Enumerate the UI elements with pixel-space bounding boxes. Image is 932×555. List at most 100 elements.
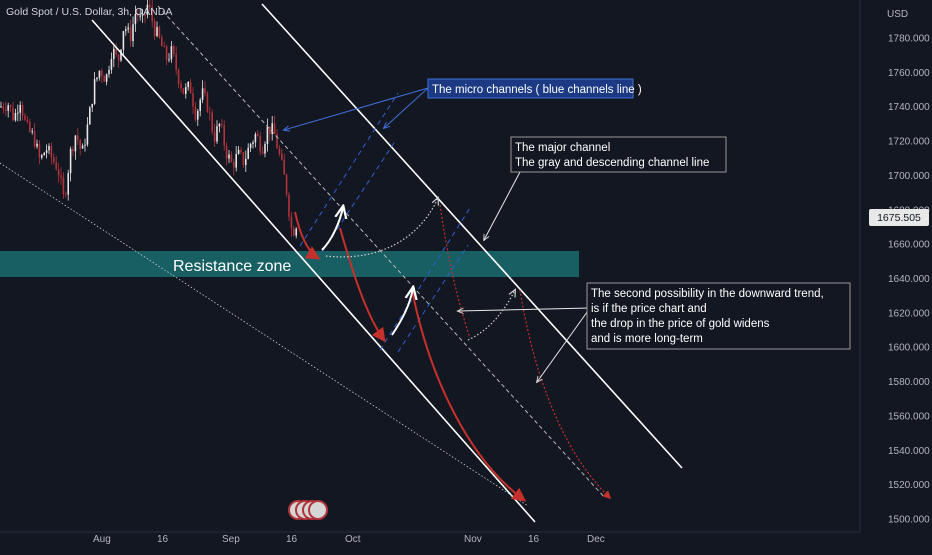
micro-channel-line-1 (299, 92, 399, 247)
major-channel-upper-line[interactable] (261, 3, 683, 469)
candle-body (38, 143, 41, 158)
candle-body (110, 58, 113, 70)
candle-body (132, 24, 134, 42)
last-price-badge (869, 209, 929, 226)
micro-channels-label[interactable]: The micro channels ( blue channels line … (427, 78, 642, 99)
candle-body (163, 46, 165, 48)
candle-body (161, 37, 163, 47)
candle-body (144, 14, 146, 16)
price-tick: 1720.000 (888, 137, 930, 148)
red-arrow-2 (339, 227, 386, 343)
candle-body (26, 119, 29, 122)
candle-body (165, 46, 168, 60)
white-up-arrow-1 (321, 207, 343, 251)
candle-body (271, 123, 273, 135)
micro-channel-line-3 (379, 207, 471, 351)
symbol-title: Gold Spot / U.S. Dollar, 3h, OANDA (6, 6, 172, 18)
major-channel-lower-line[interactable] (91, 19, 536, 523)
candle-body (84, 144, 86, 146)
candle-body (93, 79, 96, 104)
dotted-up-arrow-1 (325, 198, 438, 258)
candle-body (254, 134, 257, 143)
major-channel-label[interactable]: The major channel The gray and descendin… (510, 136, 727, 173)
candle-body (79, 139, 81, 149)
candle-body (201, 88, 204, 100)
candle-body (77, 135, 79, 140)
candle-body (55, 162, 57, 170)
candle-body (187, 81, 189, 88)
candle-body (127, 27, 129, 30)
candle-body (218, 123, 221, 127)
time-axis[interactable]: Aug 16 Sep 16 Oct Nov 16 Dec (0, 531, 860, 545)
time-tick: Dec (587, 534, 605, 545)
price-tick: 1540.000 (888, 446, 930, 457)
candle-body (89, 107, 91, 125)
candle-body (237, 149, 240, 154)
candle-body (146, 4, 149, 15)
price-axis[interactable]: USD 1780.000 1760.000 1740.000 1720.000 1700… (859, 0, 932, 532)
candle-body (168, 59, 170, 61)
candle-body (288, 194, 290, 217)
candle-body (137, 13, 139, 16)
candle-body (103, 76, 105, 82)
svg-text:The second possibility in the: The second possibility in the downward t… (591, 288, 824, 300)
candle-body (247, 147, 249, 159)
candle-body (141, 14, 144, 16)
candle-body (17, 112, 19, 114)
candle-body (293, 228, 295, 236)
svg-text:The major channel: The major channel (515, 142, 610, 154)
candle-body (57, 169, 60, 176)
candle-body (43, 152, 45, 156)
dotted-up-arrow-2 (467, 290, 515, 341)
candle-body (192, 93, 194, 107)
candle-body (249, 144, 252, 148)
micro-channel-line-4 (397, 244, 469, 353)
candle-body (31, 131, 33, 133)
candle-body (74, 135, 77, 152)
candle-body (41, 155, 43, 158)
candle-body (72, 148, 74, 152)
candle-body (98, 70, 101, 78)
candle-body (204, 88, 206, 93)
candle-body (33, 131, 36, 147)
candle-body (156, 26, 158, 36)
candle-body (276, 133, 278, 149)
price-tick: 1740.000 (888, 102, 930, 113)
candle-body (182, 88, 185, 94)
candle-body (245, 158, 247, 165)
candle-body (36, 143, 38, 147)
red-dotted-arrow-2 (519, 289, 612, 500)
candle-body (21, 104, 24, 116)
second-possibility-label[interactable]: The second possibility in the downward t… (586, 282, 851, 350)
candles-group (0, 0, 297, 239)
events-icon[interactable] (288, 500, 328, 520)
price-tick: 1560.000 (888, 411, 930, 422)
candle-body (211, 112, 213, 132)
candle-body (177, 69, 180, 84)
candle-body (295, 228, 297, 236)
candle-body (115, 48, 117, 55)
major-channel-midline (157, 5, 606, 499)
price-tick: 1520.000 (888, 480, 930, 491)
candle-body (48, 146, 50, 151)
candle-body (29, 121, 31, 132)
candle-body (149, 4, 151, 7)
red-dotted-arrow-1 (439, 204, 471, 339)
candle-body (257, 134, 259, 136)
price-tick: 1780.000 (888, 34, 930, 45)
candle-body (269, 126, 271, 135)
candle-body (252, 142, 254, 145)
candle-body (170, 46, 173, 60)
candle-body (216, 126, 218, 142)
candle-body (209, 111, 211, 113)
candle-body (199, 99, 201, 112)
candle-body (67, 173, 69, 195)
price-tick: 1640.000 (888, 274, 930, 285)
candle-body (273, 123, 276, 134)
candle-body (108, 69, 110, 75)
candle-body (173, 46, 175, 54)
red-arrow-1 (294, 211, 321, 260)
candle-body (81, 145, 84, 149)
